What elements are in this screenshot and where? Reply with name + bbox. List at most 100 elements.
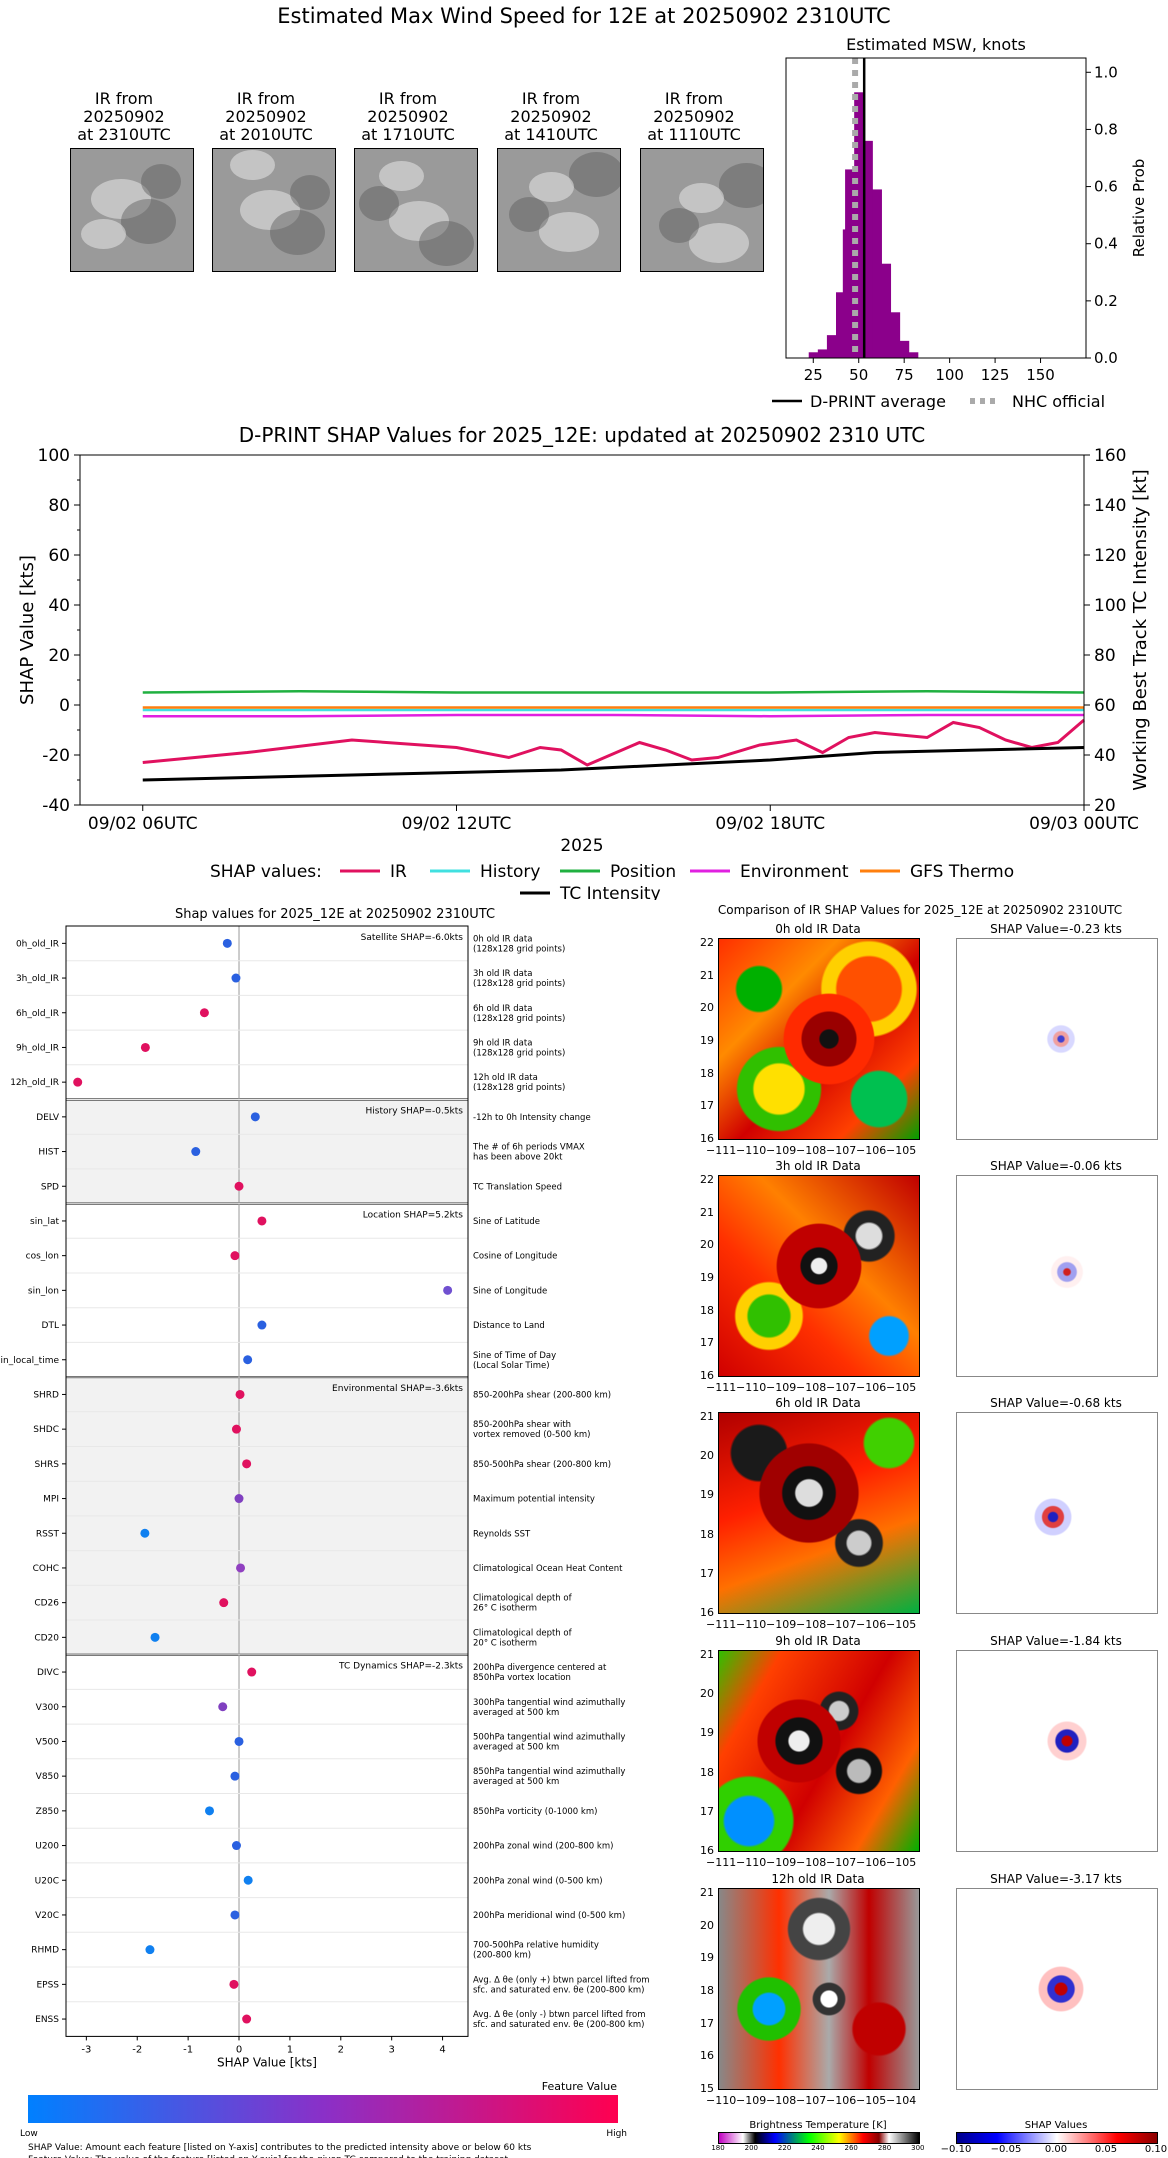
shap-point: [231, 1424, 241, 1434]
ir-panel-title: Comparison of IR SHAP Values for 2025_12…: [717, 903, 1123, 917]
shap-point: [140, 1528, 150, 1538]
shap-point: [229, 1979, 239, 1989]
ir-ytick-label: 19: [700, 1488, 714, 1502]
shap-point: [234, 1494, 244, 1504]
feature-name: V300: [36, 1703, 60, 1713]
shap-map-title: SHAP Value=-0.06 kts: [990, 1159, 1122, 1173]
histogram-bar: [863, 140, 873, 358]
feature-name: 0h_old_IR: [16, 939, 59, 949]
series-line-tc-intensity: [142, 746, 1085, 782]
feature-desc: Sine of Longitude: [473, 1286, 547, 1296]
shap-point: [199, 1008, 209, 1018]
ir-ytick-label: 20: [700, 1449, 714, 1463]
feature-name: U20C: [35, 1876, 59, 1886]
ir-xtick-label: −104: [886, 2094, 917, 2107]
thumbnail-label: IR from 20250902 at 2010UTC: [219, 89, 313, 144]
shap-map-title: SHAP Value=-0.23 kts: [990, 922, 1122, 936]
feature-desc: averaged at 500 km: [473, 1742, 559, 1752]
ir-map: [718, 1650, 920, 1852]
shap-point: [218, 1702, 228, 1712]
ir-ytick-label: 20: [700, 1001, 714, 1015]
x-tick-label: 4: [439, 2044, 445, 2055]
y-tick-label: 0.0: [1094, 349, 1118, 367]
ir-xtick-label: −108: [796, 1618, 827, 1631]
colorbar-high: High: [606, 2129, 627, 2139]
feature-name: CD26: [34, 1599, 59, 1609]
ir-ytick-label: 21: [700, 1205, 714, 1219]
shap-map: [956, 1175, 1158, 1377]
ir-ytick-label: 16: [700, 1844, 714, 1857]
y-tick-label: -20: [42, 746, 70, 766]
feature-desc: 9h old IR data: [473, 1038, 532, 1048]
cloud-feature: [91, 179, 151, 219]
legend-nhc-label: NHC official: [1012, 392, 1105, 410]
feature-desc: 850-200hPa shear with: [473, 1420, 571, 1430]
y2-tick-label: 40: [1094, 746, 1116, 766]
y-tick-label: 60: [48, 546, 70, 566]
y-tick-label: 1.0: [1094, 63, 1118, 81]
thumbnail-label: IR from 20250902 at 2310UTC: [77, 89, 171, 144]
ir-xtick-label: −106: [856, 1144, 887, 1157]
ir-ytick-label: 16: [700, 1132, 714, 1145]
y2-tick-label: 100: [1094, 596, 1126, 616]
ir-map-title: 12h old IR Data: [771, 1872, 865, 1886]
shap-point: [243, 1355, 253, 1365]
feature-desc: 0h old IR data: [473, 934, 532, 944]
feature-desc: averaged at 500 km: [473, 1777, 559, 1787]
ir-xtick-label: −110: [736, 1144, 767, 1157]
feature-desc: Climatological depth of: [473, 1628, 573, 1638]
y-tick-label: 0: [59, 696, 70, 716]
feature-desc: 850-200hPa shear (200-800 km): [473, 1390, 611, 1400]
feature-desc: averaged at 500 km: [473, 1708, 559, 1718]
feature-desc: Sine of Time of Day: [473, 1351, 556, 1361]
group-label: Satellite SHAP=-6.0kts: [361, 933, 464, 943]
sv-colorbar: [956, 2132, 1158, 2144]
ir-thumbnail: [354, 148, 478, 272]
feature-desc: TC Translation Speed: [472, 1182, 562, 1192]
cloud-feature: [569, 152, 620, 197]
feature-desc: 200hPa zonal wind (200-800 km): [473, 1842, 613, 1852]
bt-tick-label: 280: [877, 2144, 892, 2152]
x-tick-label: 25: [804, 366, 823, 384]
feature-desc: 850hPa vortex location: [473, 1673, 571, 1683]
legend-label: History: [480, 862, 540, 882]
feature-desc: (128x128 grid points): [473, 979, 565, 989]
ir-xtick-label: −107: [826, 1144, 857, 1157]
group-band: [66, 1203, 468, 1378]
ir-ytick-label: 18: [700, 1527, 714, 1541]
ir-xtick-label: −109: [766, 1618, 797, 1631]
ir-xtick-label: −106: [856, 1856, 887, 1869]
ir-xtick-label: −108: [796, 1381, 827, 1394]
shap-point: [230, 1771, 240, 1781]
cloud-feature: [230, 150, 275, 180]
ir-xtick-label: −109: [766, 1381, 797, 1394]
feature-desc: 3h old IR data: [473, 969, 532, 979]
shap-map: [956, 1888, 1158, 2090]
cloud-feature: [379, 161, 424, 191]
shap-point: [231, 973, 241, 983]
histogram-bar: [845, 169, 855, 358]
shap-map-title: SHAP Value=-3.17 kts: [990, 1872, 1122, 1886]
y2-tick-label: 80: [1094, 646, 1116, 666]
cloud-feature: [141, 164, 181, 199]
ir-ytick-label: 22: [700, 936, 714, 949]
feature-name: sin_local_time: [0, 1356, 59, 1366]
ir-xtick-label: −108: [766, 2094, 797, 2107]
ir-ytick-label: 18: [700, 1984, 714, 1997]
cloud-feature: [529, 172, 574, 202]
ir-ytick-label: 21: [700, 1410, 714, 1423]
feature-name: HIST: [38, 1148, 59, 1158]
ir-map: [718, 1412, 920, 1614]
feature-desc: vortex removed (0-500 km): [473, 1430, 590, 1440]
feature-desc: -12h to 0h Intensity change: [473, 1113, 591, 1123]
shap-point: [234, 1181, 244, 1191]
shap-feature-chart: Shap values for 2025_12E at 20250902 231…: [0, 907, 650, 2158]
feature-desc: 500hPa tangential wind azimuthally: [473, 1732, 625, 1742]
ir-xtick-label: −105: [886, 1856, 917, 1869]
feature-desc: sfc. and saturated env. θe (200-800 km): [473, 2020, 645, 2030]
ir-xtick-label: −107: [826, 1618, 857, 1631]
x-tick-label: 125: [981, 366, 1010, 384]
feature-name: MPI: [43, 1495, 59, 1505]
feature-desc: Maximum potential intensity: [473, 1495, 595, 1505]
shap-map: [956, 1412, 1158, 1614]
